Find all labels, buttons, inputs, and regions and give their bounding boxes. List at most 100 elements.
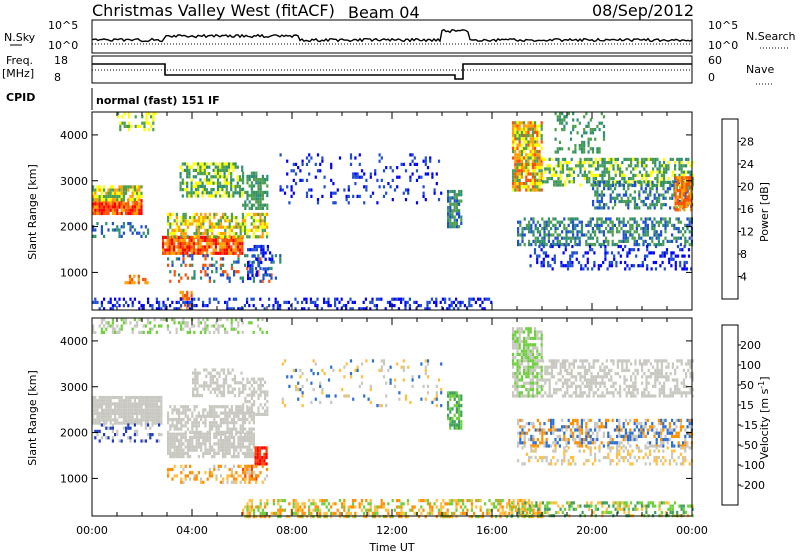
power-cell bbox=[411, 159, 414, 163]
velocity-cell bbox=[272, 511, 275, 515]
power-cell bbox=[518, 188, 521, 192]
power-cell bbox=[206, 266, 209, 271]
velocity-cell bbox=[195, 442, 198, 446]
velocity-cell bbox=[136, 418, 139, 422]
power-cell bbox=[232, 162, 235, 166]
velocity-cell bbox=[235, 408, 238, 412]
power-cell bbox=[208, 222, 211, 226]
power-cell bbox=[527, 121, 530, 125]
power-cell bbox=[145, 115, 148, 119]
power-cell bbox=[547, 217, 550, 221]
power-cell bbox=[677, 217, 680, 221]
power-cell bbox=[549, 264, 552, 268]
power-cell bbox=[649, 217, 652, 221]
power-cell bbox=[180, 235, 183, 239]
velocity-cell bbox=[127, 395, 130, 400]
velocity-cell bbox=[349, 511, 352, 515]
velocity-cell bbox=[100, 436, 103, 440]
velocity-cell bbox=[213, 405, 216, 409]
power-cell bbox=[518, 185, 521, 189]
power-cell bbox=[603, 183, 606, 188]
velocity-cell bbox=[224, 455, 227, 459]
power-cell bbox=[679, 236, 682, 240]
power-cell bbox=[230, 225, 233, 229]
power-cell bbox=[683, 192, 686, 196]
velocity-cell bbox=[440, 404, 443, 408]
velocity-cell bbox=[292, 511, 295, 515]
power-cell bbox=[279, 153, 282, 157]
velocity-cell bbox=[175, 455, 178, 459]
velocity-cell bbox=[218, 390, 221, 394]
velocity-cell bbox=[224, 430, 227, 434]
power-cell bbox=[129, 211, 132, 216]
velocity-cell bbox=[186, 414, 189, 418]
power-cell bbox=[602, 243, 605, 247]
power-cell bbox=[677, 227, 680, 231]
power-cell bbox=[252, 276, 255, 280]
velocity-cell bbox=[352, 397, 355, 401]
power-cell bbox=[114, 188, 117, 192]
power-cell bbox=[635, 227, 638, 231]
power-cell bbox=[548, 170, 551, 174]
velocity-cell bbox=[248, 474, 251, 478]
power-cell bbox=[120, 202, 123, 206]
power-cell bbox=[117, 112, 120, 116]
velocity-cell bbox=[334, 502, 337, 506]
power-cell bbox=[228, 232, 231, 236]
nsky-tick-bottom: 10^0 bbox=[48, 39, 78, 52]
power-cell bbox=[616, 167, 619, 171]
power-cell bbox=[540, 178, 543, 182]
power-cell bbox=[201, 181, 204, 185]
power-cell bbox=[169, 270, 172, 274]
velocity-cell bbox=[109, 411, 112, 416]
power-cell bbox=[142, 304, 145, 308]
power-cell bbox=[219, 165, 222, 169]
velocity-cell bbox=[217, 424, 220, 428]
power-cell bbox=[221, 162, 224, 166]
power-cell bbox=[221, 238, 224, 243]
velocity-cell bbox=[446, 515, 449, 519]
velocity-cell bbox=[127, 399, 130, 403]
power-cell bbox=[602, 131, 606, 135]
velocity-cell bbox=[180, 417, 183, 422]
power-cell bbox=[554, 243, 557, 247]
power-cell bbox=[147, 300, 150, 304]
velocity-cell bbox=[224, 417, 227, 422]
power-cell bbox=[122, 202, 125, 206]
velocity-cell bbox=[175, 474, 178, 478]
velocity-cell bbox=[261, 390, 264, 394]
power-cell bbox=[518, 172, 521, 176]
power-cell bbox=[525, 178, 528, 182]
velocity-cell bbox=[222, 390, 225, 394]
velocity-cell bbox=[235, 414, 238, 418]
velocity-cell bbox=[98, 415, 101, 419]
power-cell bbox=[685, 195, 688, 199]
velocity-cell bbox=[444, 502, 447, 506]
power-cell bbox=[100, 211, 103, 216]
power-cell bbox=[460, 189, 463, 194]
velocity-cell bbox=[217, 430, 220, 434]
velocity-cell bbox=[149, 436, 152, 440]
velocity-cell bbox=[253, 390, 256, 394]
power-cell bbox=[170, 238, 173, 243]
power-cell bbox=[591, 217, 594, 221]
power-cell bbox=[214, 238, 217, 243]
velocity-cell bbox=[193, 417, 196, 422]
power-cell bbox=[166, 248, 169, 252]
velocity-cell bbox=[241, 427, 244, 431]
power-cell bbox=[673, 180, 676, 184]
velocity-cell bbox=[228, 432, 231, 436]
power-cell bbox=[219, 248, 222, 252]
power-cell bbox=[103, 307, 106, 311]
power-cell bbox=[683, 267, 686, 271]
power-cell bbox=[143, 128, 146, 132]
power-cell bbox=[193, 235, 196, 239]
velocity-cell bbox=[151, 408, 154, 412]
velocity-cell bbox=[217, 464, 220, 468]
velocity-cell bbox=[96, 421, 99, 425]
velocity-cell bbox=[208, 408, 211, 412]
power-cell bbox=[660, 233, 663, 237]
power-cell bbox=[441, 307, 444, 311]
power-cell bbox=[678, 205, 682, 209]
velocity-cell bbox=[345, 362, 348, 366]
